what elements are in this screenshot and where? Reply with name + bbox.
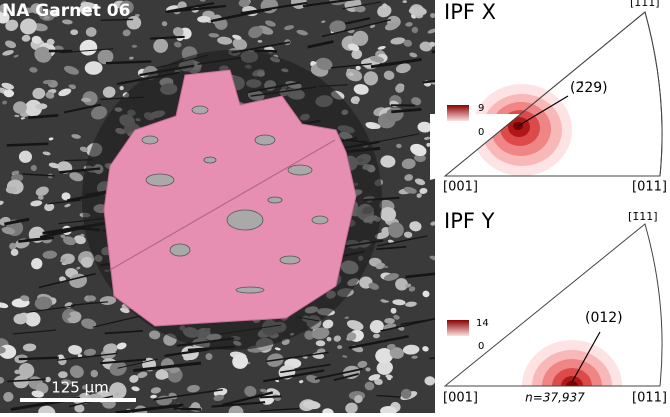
foliation-streak bbox=[255, 51, 277, 52]
foliation-streak bbox=[19, 358, 59, 359]
ipf-x-top-label: [111] bbox=[630, 0, 660, 9]
ipf-y-colorbar-min: 0 bbox=[478, 341, 484, 352]
ipf-y-peak-label: (012) bbox=[585, 310, 623, 326]
inclusion bbox=[312, 216, 328, 224]
ipf-y-title: IPF Y bbox=[444, 209, 495, 233]
mineral-grain bbox=[197, 16, 210, 23]
ipf-y-left-label: [001] bbox=[443, 391, 478, 406]
ipf-y-panel: IPF Y [1̄11] [001] [011] (012) 14 0 n=37… bbox=[443, 209, 667, 406]
foliation-streak bbox=[7, 144, 49, 146]
inclusion bbox=[227, 210, 263, 230]
inclusion bbox=[192, 106, 208, 114]
foliation-streak bbox=[174, 408, 202, 409]
inclusion bbox=[268, 197, 282, 203]
scale-bar-label: 125 μm bbox=[51, 379, 109, 397]
inclusion bbox=[280, 256, 300, 264]
ipf-y-top-label: [1̄11] bbox=[628, 210, 658, 223]
inclusion bbox=[204, 157, 216, 163]
mineral-grain bbox=[132, 45, 137, 48]
image-title: NA Garnet 06 bbox=[2, 1, 130, 21]
inclusion bbox=[288, 165, 312, 175]
ipf-y-colorbar-max: 14 bbox=[476, 318, 489, 329]
figure: NA Garnet 06 125 μm IPF X [111] [001] [0… bbox=[0, 0, 670, 413]
ipf-x-panel: IPF X [111] [001] [011] (2̄29) 9 0 bbox=[430, 0, 670, 195]
ipf-x-right-label: [011] bbox=[632, 180, 667, 195]
ipf-y-count: n=37,937 bbox=[525, 391, 585, 405]
inclusion bbox=[146, 174, 174, 186]
ipf-x-colorbar bbox=[447, 105, 469, 121]
ipf-x-colorbar-min: 0 bbox=[478, 127, 484, 138]
micrograph bbox=[0, 0, 487, 413]
ipf-y-right-label: [011] bbox=[632, 391, 667, 406]
ipf-x-peak-label: (2̄29) bbox=[570, 80, 608, 96]
mineral-grain bbox=[384, 318, 395, 324]
inclusion bbox=[255, 135, 275, 145]
ipf-x-left-label: [001] bbox=[443, 180, 478, 195]
ipf-y-colorbar bbox=[447, 320, 469, 336]
foliation-streak bbox=[429, 352, 487, 358]
inclusion bbox=[170, 244, 190, 256]
ipf-x-title: IPF X bbox=[444, 0, 496, 24]
foliation-streak bbox=[432, 45, 485, 52]
ipf-x-colorbar-max: 9 bbox=[478, 103, 484, 114]
foliation-streak bbox=[260, 396, 282, 397]
inclusion bbox=[142, 136, 158, 144]
ipf-y-contours bbox=[522, 340, 622, 386]
inclusion bbox=[236, 287, 264, 293]
